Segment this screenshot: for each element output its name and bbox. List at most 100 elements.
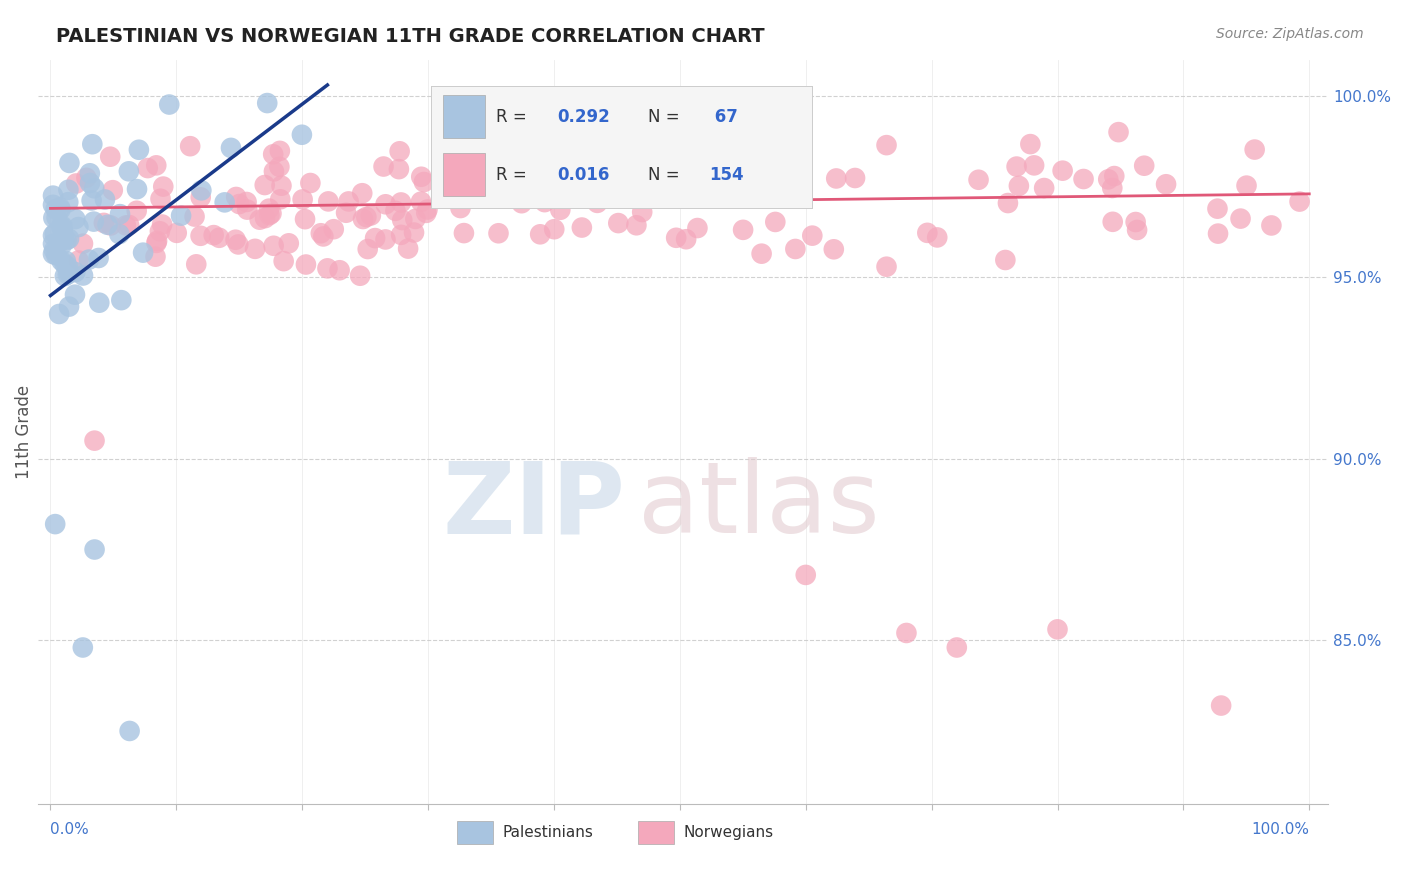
- Point: [1104, 169, 1126, 183]
- Point: [357, 242, 380, 256]
- Point: [269, 160, 291, 174]
- Point: [82, 137, 104, 152]
- Point: [896, 626, 918, 640]
- Point: [146, 234, 169, 248]
- Bar: [457, 821, 494, 845]
- Point: [125, 203, 148, 218]
- Point: [335, 206, 357, 220]
- Point: [720, 176, 742, 190]
- Point: [45, 211, 67, 225]
- Point: [312, 229, 335, 244]
- Point: [413, 175, 436, 189]
- Point: [1097, 172, 1119, 186]
- Point: [388, 145, 411, 159]
- Point: [45, 248, 67, 262]
- Point: [219, 141, 242, 155]
- Point: [202, 228, 225, 243]
- Point: [145, 158, 167, 172]
- Point: [118, 218, 141, 232]
- Point: [356, 210, 378, 224]
- Point: [253, 178, 276, 192]
- Point: [1154, 178, 1177, 192]
- Point: [329, 263, 352, 277]
- Point: [994, 252, 1017, 267]
- Point: [785, 242, 807, 256]
- Point: [58, 300, 80, 314]
- Point: [108, 227, 131, 241]
- Point: [626, 219, 648, 233]
- Point: [42, 211, 65, 225]
- Point: [44, 227, 66, 241]
- Point: [225, 190, 247, 204]
- Point: [67, 253, 90, 268]
- Point: [543, 222, 565, 236]
- Point: [166, 226, 188, 240]
- Point: [1046, 623, 1069, 637]
- Point: [260, 206, 283, 220]
- Point: [1005, 160, 1028, 174]
- Point: [876, 260, 898, 274]
- Point: [1073, 172, 1095, 186]
- Point: [269, 144, 291, 158]
- Point: [108, 207, 131, 221]
- Point: [55, 253, 77, 268]
- Point: [411, 169, 433, 184]
- Point: [352, 186, 374, 201]
- Point: [80, 194, 103, 208]
- Point: [607, 216, 630, 230]
- Point: [52, 224, 75, 238]
- Point: [254, 211, 277, 226]
- Point: [1288, 194, 1310, 209]
- Point: [277, 236, 299, 251]
- Point: [733, 223, 755, 237]
- Point: [56, 268, 79, 282]
- Point: [349, 268, 371, 283]
- Point: [132, 245, 155, 260]
- Point: [190, 183, 212, 197]
- Point: [794, 568, 817, 582]
- Point: [299, 176, 322, 190]
- Point: [228, 197, 250, 211]
- Point: [58, 232, 80, 246]
- Point: [763, 215, 786, 229]
- Point: [416, 202, 439, 217]
- Point: [65, 177, 87, 191]
- Point: [1243, 143, 1265, 157]
- Point: [751, 246, 773, 260]
- Point: [631, 205, 654, 219]
- Point: [42, 228, 65, 243]
- Point: [44, 517, 66, 532]
- Point: [243, 242, 266, 256]
- Point: [450, 201, 472, 215]
- Point: [1024, 158, 1046, 172]
- Text: 0.0%: 0.0%: [51, 822, 89, 837]
- Point: [63, 287, 86, 301]
- Point: [51, 219, 73, 234]
- Point: [404, 211, 426, 226]
- Point: [1101, 181, 1123, 195]
- Point: [225, 233, 247, 247]
- Point: [150, 218, 173, 232]
- Point: [488, 226, 510, 240]
- Point: [118, 723, 141, 738]
- Point: [844, 171, 866, 186]
- Point: [236, 202, 259, 217]
- Point: [1033, 181, 1056, 195]
- Point: [291, 128, 314, 142]
- Point: [1206, 227, 1229, 241]
- Point: [409, 194, 432, 209]
- Point: [686, 221, 709, 235]
- Point: [550, 202, 572, 217]
- Point: [49, 202, 72, 217]
- Point: [53, 268, 76, 283]
- Point: [157, 97, 180, 112]
- Point: [49, 234, 72, 248]
- Point: [946, 640, 969, 655]
- Point: [93, 216, 115, 230]
- Point: [1260, 219, 1282, 233]
- Point: [927, 230, 949, 244]
- Point: [1211, 698, 1233, 713]
- Point: [58, 156, 80, 170]
- Point: [79, 166, 101, 180]
- Point: [997, 196, 1019, 211]
